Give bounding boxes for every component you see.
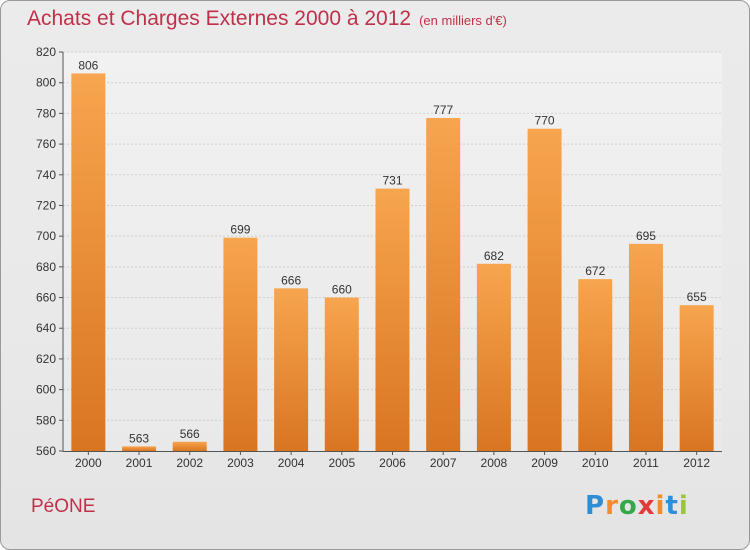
logo-letter: i bbox=[678, 491, 689, 521]
value-label-2011: 695 bbox=[636, 229, 656, 243]
logo-letter: P bbox=[585, 491, 606, 521]
x-tick-label-2008: 2008 bbox=[481, 456, 508, 470]
y-tick-label: 660 bbox=[36, 291, 56, 305]
y-tick-label: 760 bbox=[36, 137, 56, 151]
value-label-2000: 806 bbox=[78, 58, 98, 72]
bar-2008 bbox=[476, 263, 511, 451]
bar-2001 bbox=[122, 446, 157, 451]
y-tick-label: 740 bbox=[36, 168, 56, 182]
bar-2006 bbox=[375, 188, 410, 452]
logo-letter: t bbox=[665, 491, 679, 521]
x-tick-label-2005: 2005 bbox=[328, 456, 355, 470]
bar-2005 bbox=[324, 297, 359, 451]
y-tick-label: 600 bbox=[36, 383, 56, 397]
x-tick-label-2011: 2011 bbox=[633, 456, 659, 470]
logo-letter: i bbox=[655, 491, 666, 521]
y-tick-label: 800 bbox=[36, 76, 56, 90]
bar-2011 bbox=[628, 243, 663, 451]
value-label-2001: 563 bbox=[129, 431, 149, 445]
proxiti-logo: Proxiti bbox=[585, 491, 689, 521]
x-tick-label-2003: 2003 bbox=[227, 456, 254, 470]
chart-title: Achats et Charges Externes 2000 à 2012 (e… bbox=[27, 7, 507, 31]
y-tick-label: 680 bbox=[36, 260, 56, 274]
x-tick-label-2012: 2012 bbox=[683, 456, 710, 470]
bar-2009 bbox=[527, 128, 562, 451]
x-tick-label-2001: 2001 bbox=[126, 456, 153, 470]
place-name: PéONE bbox=[31, 496, 96, 517]
x-tick-label-2004: 2004 bbox=[278, 456, 305, 470]
bar-2007 bbox=[426, 117, 461, 451]
chart-subtitle: (en milliers d'€) bbox=[419, 13, 507, 28]
y-tick-label: 700 bbox=[36, 229, 56, 243]
value-label-2002: 566 bbox=[180, 427, 200, 441]
value-label-2003: 699 bbox=[230, 223, 250, 237]
value-label-2012: 655 bbox=[687, 290, 707, 304]
y-tick-label: 720 bbox=[36, 198, 56, 212]
x-tick-label-2009: 2009 bbox=[531, 456, 558, 470]
value-label-2009: 770 bbox=[535, 114, 555, 128]
value-label-2007: 777 bbox=[433, 103, 453, 117]
y-tick-label: 820 bbox=[36, 45, 56, 59]
y-tick-label: 640 bbox=[36, 321, 56, 335]
value-label-2004: 666 bbox=[281, 273, 301, 287]
logo-letter: r bbox=[605, 491, 619, 521]
bar-2002 bbox=[172, 441, 207, 451]
title-text: Achats et Charges Externes 2000 à 2012 bbox=[27, 7, 412, 30]
x-tick-label-2010: 2010 bbox=[582, 456, 609, 470]
x-tick-label-2007: 2007 bbox=[430, 456, 457, 470]
bar-2003 bbox=[223, 237, 258, 451]
y-tick-label: 560 bbox=[36, 444, 56, 458]
logo-letter: o bbox=[618, 491, 638, 521]
bar-2010 bbox=[578, 279, 613, 451]
bar-2004 bbox=[274, 288, 309, 451]
y-tick-label: 620 bbox=[36, 352, 56, 366]
x-tick-label-2006: 2006 bbox=[379, 456, 406, 470]
y-tick-label: 780 bbox=[36, 106, 56, 120]
bar-2012 bbox=[679, 305, 714, 451]
y-tick-label: 580 bbox=[36, 413, 56, 427]
logo-letter: x bbox=[637, 491, 656, 521]
x-tick-label-2000: 2000 bbox=[75, 456, 102, 470]
x-tick-label-2002: 2002 bbox=[176, 456, 203, 470]
bar-2000 bbox=[71, 73, 106, 451]
value-label-2008: 682 bbox=[484, 249, 504, 263]
value-label-2005: 660 bbox=[332, 283, 352, 297]
value-label-2006: 731 bbox=[382, 174, 402, 188]
value-label-2010: 672 bbox=[585, 264, 605, 278]
